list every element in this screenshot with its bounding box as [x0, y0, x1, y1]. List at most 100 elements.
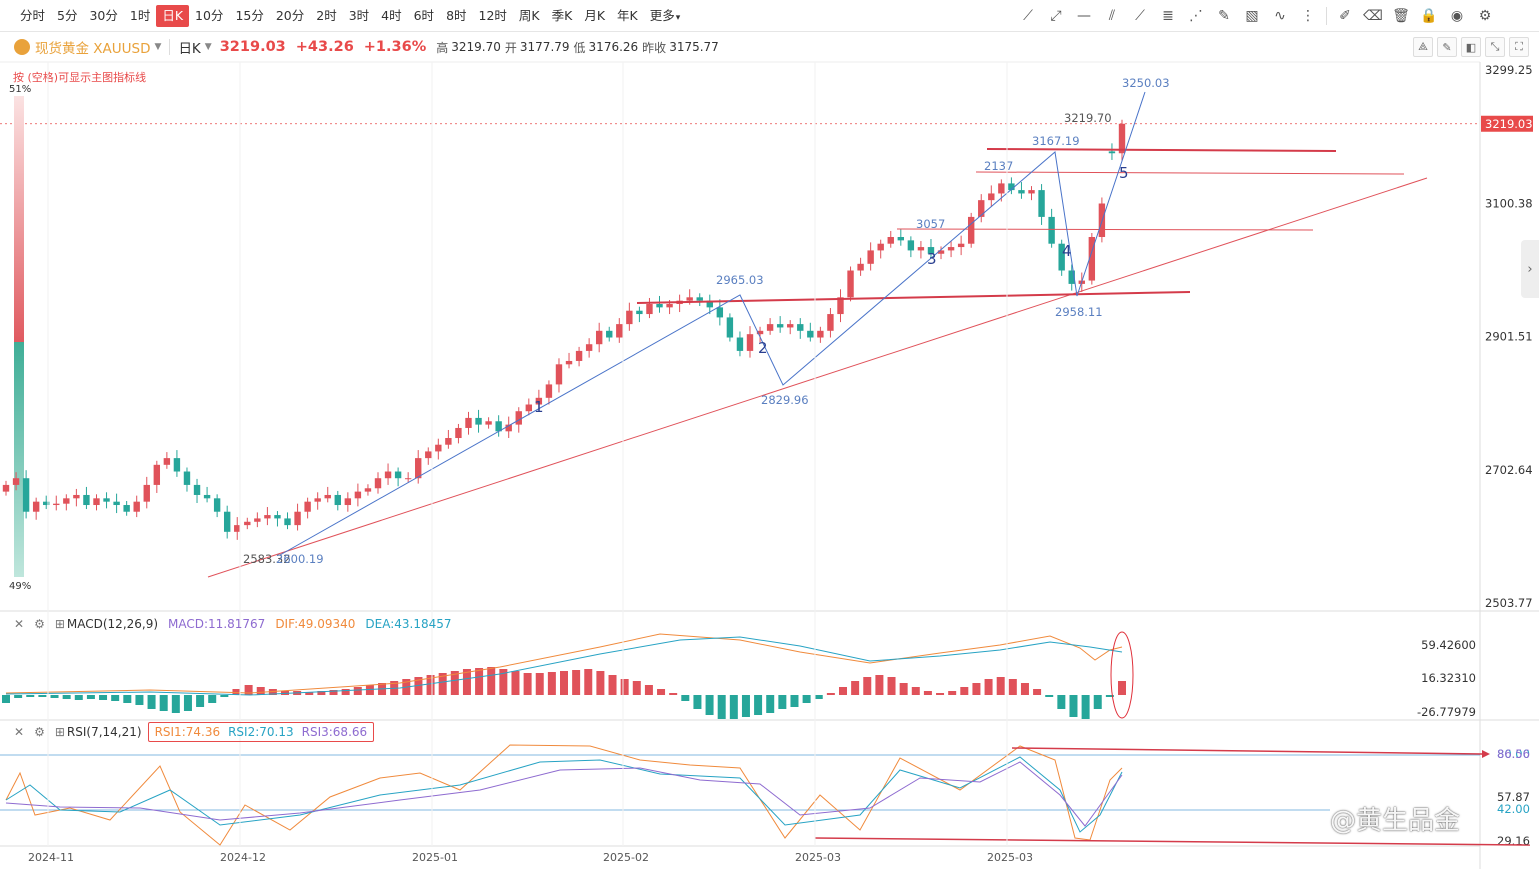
dif-value: DIF:49.09340 [275, 617, 356, 631]
candle-body [475, 417, 482, 425]
wave-icon[interactable]: ∿ [1274, 8, 1286, 24]
period-3[interactable]: 1时 [129, 7, 151, 23]
candle-body [817, 330, 824, 338]
settings-icon[interactable]: ⚙ [1478, 8, 1492, 24]
macd-histogram-bar [1033, 689, 1042, 695]
period-16[interactable]: 月K [584, 7, 606, 23]
period-7[interactable]: 20分 [275, 7, 305, 23]
period-11[interactable]: 6时 [413, 7, 435, 23]
last-price: 3219.03 [219, 39, 286, 55]
candle-body [354, 491, 362, 499]
low-label: 低 [573, 40, 586, 55]
period-8[interactable]: 2时 [316, 7, 337, 23]
period-12[interactable]: 8时 [446, 7, 467, 23]
candle-body [897, 237, 905, 241]
image-icon[interactable]: ▧ [1245, 8, 1259, 24]
rsi2-value: RSI2:70.13 [228, 725, 294, 739]
candle-body [907, 240, 915, 251]
candle-body [696, 297, 703, 301]
period-6[interactable]: 15分 [235, 7, 264, 23]
expand-icon[interactable]: ⊞ [54, 725, 65, 739]
dea-value: DEA:43.18457 [365, 617, 452, 631]
macd-histogram-bar [426, 675, 435, 695]
period-17[interactable]: 年K [617, 7, 638, 23]
candle-body [1108, 151, 1116, 154]
price-axis-label: 3219.03 [1485, 117, 1533, 131]
pen-icon[interactable]: ✎ [1218, 8, 1230, 24]
macd-histogram-bar [681, 695, 690, 701]
trend-line-icon[interactable]: ⟋ [1023, 8, 1033, 24]
candle-body [274, 515, 281, 519]
edit-icon[interactable]: ✐ [1339, 8, 1351, 24]
expand-icon[interactable]: ⊞ [54, 617, 65, 631]
period-4[interactable]: 日K [156, 4, 190, 27]
period-9[interactable]: 3时 [348, 7, 370, 23]
rsi-top-arrow-line [1011, 747, 1483, 755]
period-1[interactable]: 5分 [57, 7, 78, 23]
compare-icon[interactable]: ◧ [1461, 37, 1481, 57]
ray-line-icon[interactable]: ⤢ [1050, 8, 1062, 24]
macd-histogram-bar [1057, 695, 1066, 709]
eye-icon[interactable]: ◉ [1450, 8, 1464, 24]
lock-icon[interactable]: 🔒 [1420, 8, 1438, 24]
low-value: 3176.26 [588, 40, 639, 54]
volume-top-pct: 51% [9, 84, 31, 95]
neckline [636, 291, 1191, 304]
symbol-name[interactable]: 现货黄金 XAUUSD [35, 41, 151, 57]
collapse-icon[interactable]: ⤡ [1485, 37, 1505, 57]
more-tools-icon[interactable]: ⋮ [1301, 8, 1315, 24]
candle-body [716, 307, 724, 318]
period-0[interactable]: 分时 [20, 7, 46, 23]
wave-label-2: 2 [758, 339, 768, 357]
volume-bottom-pct: 49% [9, 581, 31, 592]
candle-body [575, 350, 583, 361]
candle-body [193, 484, 201, 495]
parallel-line-icon[interactable]: ⫽ [1108, 8, 1116, 24]
fullscreen-icon[interactable]: ⛶ [1509, 37, 1529, 57]
candle-body [726, 317, 734, 338]
chevron-down-icon[interactable]: ▼ [204, 42, 212, 52]
close-icon[interactable]: ✕ [14, 617, 25, 631]
period-18[interactable]: 更多 [644, 5, 687, 27]
draw-icon[interactable]: ✎ [1437, 37, 1457, 57]
indicator-icon[interactable]: ⟁ [1413, 37, 1433, 57]
period-10[interactable]: 4时 [381, 7, 402, 23]
macd-histogram-bar [547, 672, 556, 695]
candle-body [666, 304, 673, 308]
rsi2-line [5, 756, 1123, 833]
macd-histogram-bar [717, 695, 726, 719]
macd-histogram-bar [1105, 695, 1114, 697]
chevron-down-icon[interactable]: ▼ [154, 42, 162, 52]
fan-icon[interactable]: ⋰ [1189, 8, 1203, 24]
macd-histogram-bar [705, 695, 714, 715]
period-14[interactable]: 周K [518, 7, 540, 23]
close-icon[interactable]: ✕ [14, 725, 25, 739]
period-select[interactable]: 日K [178, 41, 201, 57]
horizontal-line-icon[interactable]: — [1077, 8, 1091, 24]
wave-label-1: 1 [534, 398, 544, 416]
period-15[interactable]: 季K [551, 7, 573, 23]
period-5[interactable]: 10分 [195, 7, 224, 23]
macd-histogram-bar [450, 671, 459, 695]
arrow-right-icon [1482, 750, 1490, 758]
chevron-right-icon[interactable]: › [1521, 240, 1539, 298]
candle-body [957, 243, 965, 248]
price-change-pct: +1.36% [363, 39, 427, 55]
channel-icon[interactable]: ⟋ [1135, 8, 1145, 24]
period-13[interactable]: 12时 [478, 7, 507, 23]
gear-icon[interactable]: ⚙ [34, 725, 45, 739]
macd-histogram-bar [99, 695, 108, 700]
eraser-icon[interactable]: ⌫ [1363, 8, 1383, 24]
trash-icon[interactable]: 🗑 [1392, 8, 1410, 24]
macd-histogram-bar [487, 667, 496, 695]
period-2[interactable]: 30分 [89, 7, 118, 23]
macd-histogram-bar [875, 675, 884, 695]
fibonacci-icon[interactable]: ≣ [1162, 8, 1174, 24]
gear-icon[interactable]: ⚙ [34, 617, 45, 631]
macd-histogram-bar [462, 669, 471, 695]
candle-body [394, 471, 402, 479]
candle-body [746, 334, 754, 351]
macd-histogram-bar [317, 691, 326, 695]
